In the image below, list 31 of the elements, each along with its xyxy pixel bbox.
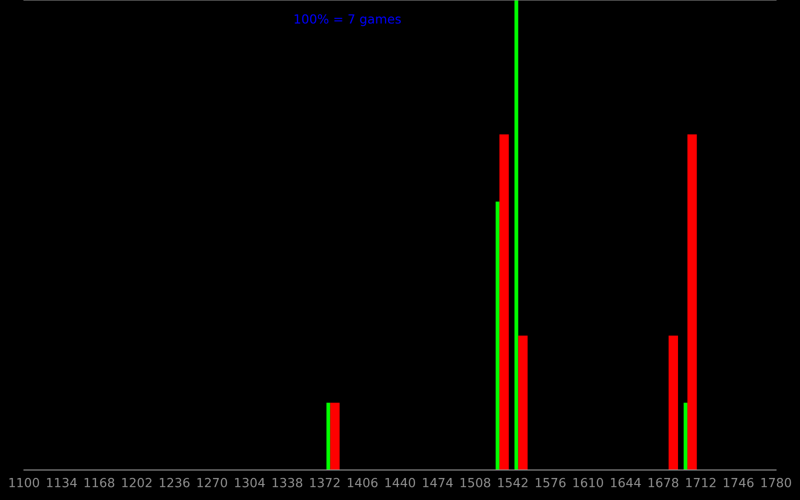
bar [518,336,528,470]
x-tick-label: 1474 [423,478,453,488]
x-tick-label: 1610 [573,478,604,488]
x-tick-label: 1134 [47,478,77,488]
bar [499,134,509,470]
x-tick-label: 1304 [235,478,265,488]
bar [496,202,500,470]
bar [684,402,688,470]
annotation: 100% = 7 games [294,14,401,26]
x-tick-label: 1712 [686,478,716,488]
x-tick-label: 1780 [761,478,792,488]
x-tick-label: 1236 [160,478,190,488]
x-tick-label: 1100 [9,478,40,488]
bar [687,134,697,470]
x-tick-label: 1746 [724,478,754,488]
x-tick-label: 1338 [272,478,302,488]
bar [668,336,678,470]
x-tick-label: 1508 [460,478,490,488]
x-tick-label: 1678 [648,478,678,488]
x-tick-label: 1542 [498,478,528,488]
x-tick-label: 1406 [348,478,378,488]
x-tick-label: 1168 [84,478,114,488]
bar [514,0,518,470]
x-tick-label: 1576 [536,478,566,488]
x-tick-label: 1644 [611,478,641,488]
x-tick-label: 1270 [197,478,228,488]
x-tick-label: 1372 [310,478,340,488]
bar [330,402,340,470]
bar [326,402,330,470]
x-tick-label: 1440 [385,478,416,488]
x-tick-label: 1202 [122,478,152,488]
